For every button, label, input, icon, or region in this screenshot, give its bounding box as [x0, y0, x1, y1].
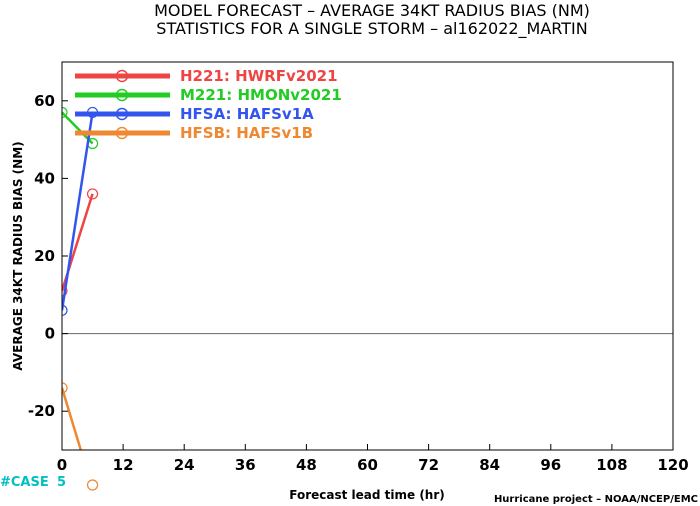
x-tick-label: 48	[296, 456, 317, 474]
data-point	[62, 106, 68, 119]
x-tick-label: 60	[357, 456, 378, 474]
y-tick-label: 60	[34, 92, 55, 110]
data-point	[62, 382, 68, 394]
x-axis-label: Forecast lead time (hr)	[289, 488, 445, 502]
x-tick-label: 24	[174, 456, 195, 474]
case-label: #CASE	[0, 475, 49, 490]
x-tick-label: 108	[596, 456, 627, 474]
legend-marker	[115, 88, 129, 102]
chart-title: MODEL FORECAST – AVERAGE 34KT RADIUS BIA…	[154, 1, 590, 20]
x-tick-label: 0	[57, 456, 67, 474]
y-tick-label: 40	[34, 169, 55, 187]
data-point	[62, 285, 68, 297]
legend-label: H221: HWRFv2021	[180, 67, 338, 85]
credit-text: Hurricane project – NOAA/NCEP/EMC	[494, 494, 698, 505]
x-tick-label: 96	[540, 456, 561, 474]
x-tick-label: 84	[479, 456, 500, 474]
chart-subtitle: STATISTICS FOR A SINGLE STORM – al162022…	[156, 19, 587, 39]
legend-marker	[115, 126, 129, 140]
y-tick-label: 0	[45, 325, 55, 343]
case-count: 5	[57, 475, 66, 490]
y-tick-label: 20	[34, 247, 55, 265]
x-tick-label: 36	[235, 456, 256, 474]
data-point	[62, 304, 68, 316]
plot-area	[61, 61, 674, 451]
legend-label: HFSA: HAFSv1A	[180, 105, 314, 123]
series-line	[62, 387, 83, 450]
legend-label: HFSB: HAFSv1B	[180, 124, 313, 142]
legend-marker	[115, 107, 129, 121]
x-tick-label: 72	[418, 456, 439, 474]
data-point	[86, 188, 99, 200]
x-tick-label: 12	[113, 456, 134, 474]
series-line	[62, 112, 94, 311]
y-tick-label: -20	[28, 402, 55, 420]
data-point	[86, 479, 99, 491]
legend-marker	[115, 69, 129, 83]
y-axis-label: AVERAGE 34KT RADIUS BIAS (NM)	[11, 141, 25, 370]
legend-label: M221: HMONv2021	[180, 86, 342, 104]
x-tick-label: 120	[657, 456, 688, 474]
